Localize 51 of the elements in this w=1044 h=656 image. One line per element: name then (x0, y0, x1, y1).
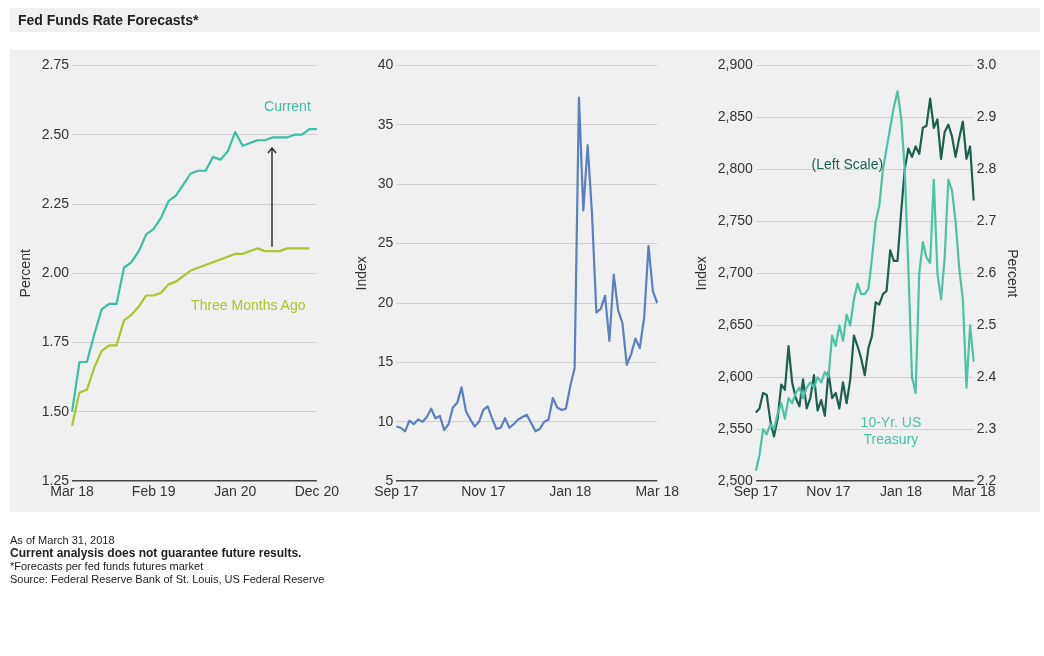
source-note: Source: Federal Reserve Bank of St. Louis, US Federal Reserve (10, 573, 325, 586)
y-tick-label: 1.50 (41, 402, 70, 419)
y-tick-label: 40 (377, 56, 394, 73)
y-tick-label: 5 (385, 472, 394, 489)
x-tick-label: Feb 19 (131, 483, 176, 500)
y-tick-label: 35 (377, 115, 394, 132)
y-tick-label: 2,900 (717, 56, 754, 73)
y-tick-label: 30 (377, 175, 394, 192)
y2-tick-label: 2.4 (976, 368, 997, 385)
chart-title: Fed Funds Rate Forecasts* (10, 8, 1040, 32)
x-tick-label: Jan 20 (214, 483, 257, 500)
y-tick-label: 2.75 (41, 56, 70, 73)
series-label: (Left Scale) (811, 156, 884, 173)
text: Current analysis does not guarantee future results. (10, 546, 303, 560)
y-axis-title: Index (693, 256, 710, 291)
y-tick-label: 2.50 (41, 125, 70, 142)
y2-tick-label: 3.0 (976, 56, 997, 73)
y-tick-label: 2,850 (717, 108, 754, 125)
x-tick-label: Jan 18 (549, 483, 592, 500)
y-tick-label: 2.25 (41, 194, 70, 211)
y-tick-label: 25 (377, 234, 394, 251)
text: As of March 31, 2018 (10, 534, 116, 547)
y2-tick-label: 2.3 (976, 420, 997, 437)
y-axis-title: Percent (17, 249, 34, 298)
y2-axis-title: Percent (1004, 249, 1021, 298)
x-tick-label: Mar 18 (635, 483, 680, 500)
y-axis-title: Index (353, 256, 370, 291)
y-tick-label: 2,600 (717, 368, 754, 385)
y2-tick-label: 2.5 (976, 316, 997, 333)
y2-tick-label: 2.8 (976, 160, 997, 177)
x-tick-label: Dec 20 (294, 483, 340, 500)
y-tick-label: 2.00 (41, 264, 70, 281)
series-label: 10-Yr. US Treasury (860, 413, 922, 447)
y-tick-label: 2,700 (717, 264, 754, 281)
y-tick-label: 2,550 (717, 420, 754, 437)
series-label: Current (264, 97, 311, 114)
text: *Forecasts per fed funds futures market (10, 560, 205, 573)
y2-tick-label: 2.6 (976, 264, 997, 281)
x-tick-label: Nov 17 (806, 483, 851, 500)
y-tick-label: 10 (377, 412, 394, 429)
x-tick-label: Nov 17 (461, 483, 506, 500)
y2-tick-label: 2.7 (976, 212, 997, 229)
y-tick-label: 15 (377, 353, 394, 370)
series-label: Three Months Ago (191, 297, 306, 314)
y-tick-label: 1.75 (41, 333, 70, 350)
y-tick-label: 20 (377, 293, 394, 310)
x-tick-label: Jan 18 (880, 483, 923, 500)
y-tick-label: 2,750 (717, 212, 754, 229)
y-tick-label: 2,650 (717, 316, 754, 333)
y2-tick-label: 2.9 (976, 108, 997, 125)
y-tick-label: 2,800 (717, 160, 754, 177)
